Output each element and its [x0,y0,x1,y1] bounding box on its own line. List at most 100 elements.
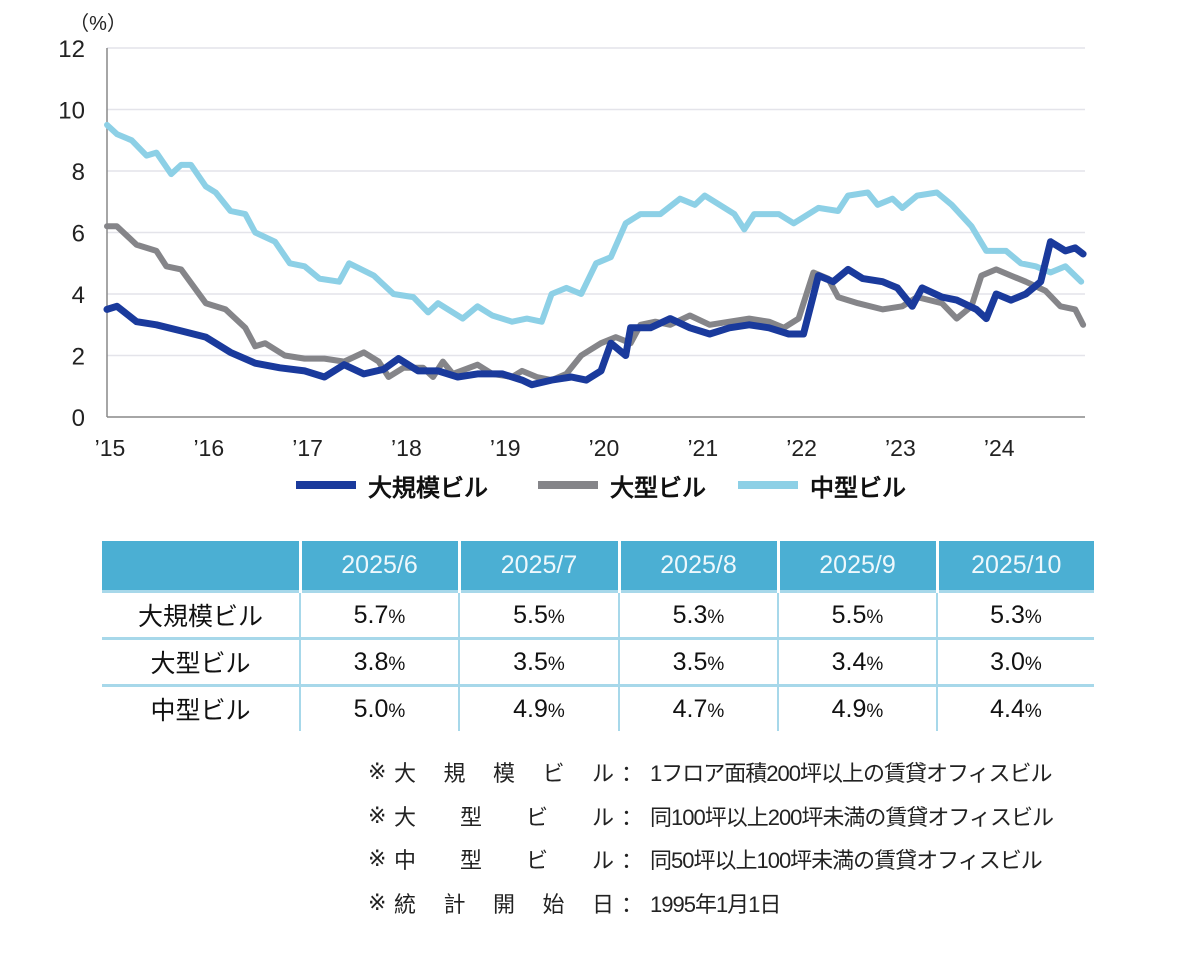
cell-value: 4.9 [513,694,548,723]
note-label-char: 日 [591,891,614,917]
cell-value: 4.9 [831,694,867,723]
percent-sign: % [547,700,565,722]
cell-value: 5.5 [513,600,548,629]
cell-value: 5.0 [353,694,389,723]
percent-sign: % [388,606,406,628]
note-label-char: 計 [443,891,466,917]
series-line-1 [104,223,1087,384]
table-header-cell: 2025/7 [457,541,619,592]
note-colon: ： [620,891,643,917]
percent-sign: % [707,653,725,675]
note-label-char: 大 [394,804,417,830]
note-label-char: 統 [394,891,417,917]
note-mark: ※ [368,889,387,915]
legend-item-large: 大型ビル [538,470,706,502]
table-header-cell: 2025/8 [617,541,778,592]
note-text: 同100坪以上200坪未満の賃貸オフィスビル [650,804,1054,830]
table-header-cell: 2025/9 [776,541,937,592]
legend-label: 中型ビル [810,474,906,502]
note-label-char: ビ [525,804,548,830]
legend-item-large-scale: 大規模ビル [296,470,488,502]
vacancy-summary-table: 2025/6 2025/7 2025/8 2025/9 2025/10 大規模ビ… [102,541,1094,731]
percent-sign: % [866,606,884,628]
legend-swatch [296,481,356,489]
x-tick-label: ’20 [589,435,620,461]
cell-value: 5.3 [990,600,1025,629]
series-line-0 [103,238,1087,389]
percent-sign: % [547,606,565,628]
note-colon: ： [620,804,643,830]
percent-sign: % [1024,700,1042,722]
x-tick-label: ’22 [786,435,817,461]
x-tick-label: ’17 [292,435,323,461]
table-cell: 5.0% [299,684,459,731]
table-cell: 4.9% [458,684,619,731]
percent-sign: % [1024,653,1042,675]
note-label-char: ル [591,804,614,830]
cell-value: 5.5 [831,600,867,629]
footnote: ※ 中 型 ビ ル： 同50坪以上100坪未満の賃貸オフィスビル [368,844,1053,874]
cell-value: 3.5 [672,647,708,676]
cell-value: 5.7 [353,600,389,629]
legend-swatch [538,481,598,489]
x-tick-label: ’16 [193,435,224,461]
y-tick-label: 10 [58,98,85,125]
note-label-char: ル [591,848,614,873]
table-row: 中型ビル 5.0% 4.9% 4.7% 4.9% 4.4% [102,684,1094,731]
note-label: 大規模ビル [394,756,614,788]
note-label-char: 中 [394,848,417,873]
vacancy-rate-chart: （%） 0 2 4 6 8 10 12 ’15 ’16 ’17 ’18 ’19 ’20 ’21 ’22 ’23 ’… [58,12,1087,461]
note-label: 中型ビル [394,843,614,875]
note-label-char: ビ [525,848,548,873]
y-tick-label: 12 [58,36,85,63]
table-row: 大型ビル 3.8% 3.5% 3.5% 3.4% 3.0% [102,637,1094,686]
note-label-char: 大 [394,761,417,786]
table-cell: 5.7% [299,590,459,639]
percent-sign: % [866,700,884,722]
legend-label: 大型ビル [610,474,706,502]
cell-value: 3.0 [990,647,1025,676]
percent-sign: % [707,606,725,628]
table-cell: 3.8% [299,637,459,686]
cell-value: 3.5 [513,647,548,676]
percent-sign: % [547,653,565,675]
footnotes: ※ 大規模ビル： 1フロア面積200坪以上の賃貸オフィスビル ※ 大型ビル：同100坪以… [368,757,1054,931]
note-text: 1フロア面積200坪以上の賃貸オフィスビル [650,761,1053,786]
table-cell: 5.3% [618,590,778,639]
y-unit-label: （%） [69,12,127,35]
table-header-cell: 2025/10 [935,541,1094,592]
footnote: ※ 大 型 ビ ル： 同100坪以上200坪未満の賃貸オフィスビル [368,800,1054,832]
table-header-row: 2025/6 2025/7 2025/8 2025/9 2025/10 [102,541,1094,592]
x-tick-label: ’15 [95,435,126,461]
table-cell: 3.4% [777,637,937,686]
row-label: 大型ビル [102,637,300,686]
note-label-char: 開 [492,891,515,917]
x-tick-label: ’21 [687,435,718,461]
x-tick-label: ’18 [391,435,422,461]
row-label: 中型ビル [102,684,300,731]
note-mark: ※ [368,846,387,871]
table-cell: 4.4% [936,684,1094,731]
footnote: ※ 大 規 模 ビ ル： 1フロア面積200坪以上の賃貸オフィスビル [368,757,1053,787]
note-label-char: 規 [443,761,466,786]
y-tick-label: 6 [72,221,85,248]
table-row: 大規模ビル 5.7% 5.5% 5.3% 5.5% 5.3% [102,590,1094,639]
percent-sign: % [388,653,406,675]
y-tick-label: 8 [72,159,85,186]
note-label-char: 型 [459,804,482,830]
note-label: 大型ビル [394,800,614,832]
cell-value: 3.4 [831,647,867,676]
note-label: 統計開 始日 [394,887,614,919]
note-text: 1995年1月1日 [650,891,781,917]
table-cell: 3.0% [936,637,1094,686]
y-tick-label: 0 [72,405,85,432]
note-colon: ： [620,761,643,786]
table-header-cell: 2025/6 [298,541,459,592]
note-colon: ： [620,848,643,873]
note-label-char: ビ [542,761,565,786]
cell-value: 3.8 [353,647,389,676]
percent-sign: % [707,700,725,722]
cell-value: 5.3 [672,600,708,629]
x-tick-label: ’24 [984,435,1015,461]
table-header-cell [102,541,300,592]
